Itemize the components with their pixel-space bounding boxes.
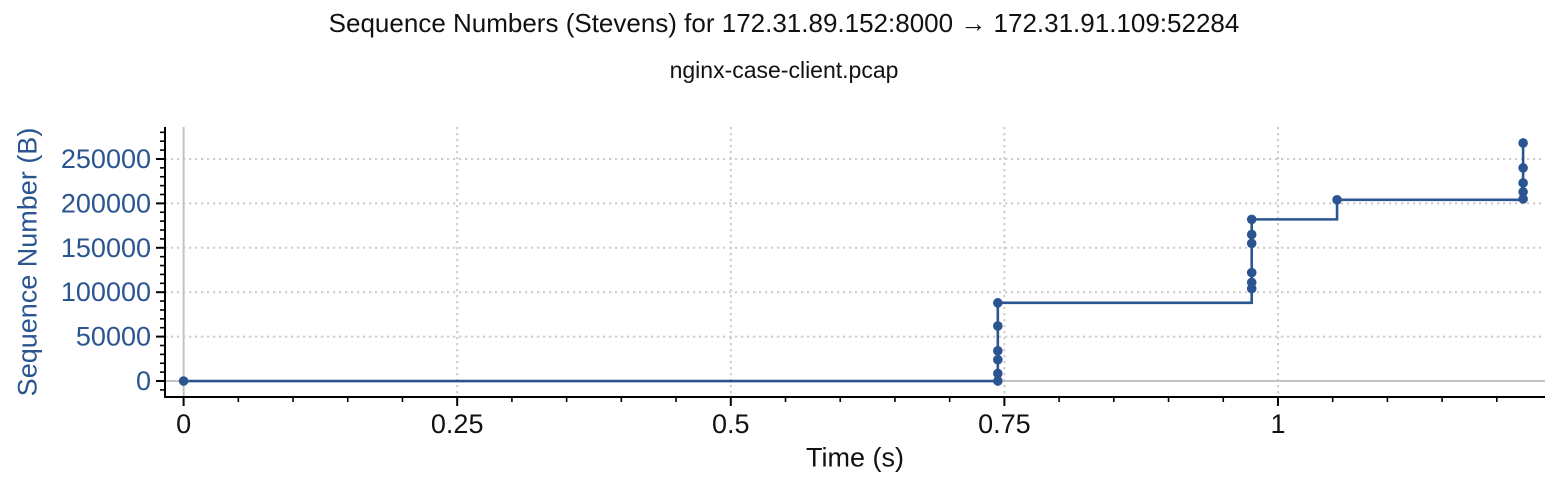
data-point[interactable] [993,376,1003,386]
series-line [183,142,1525,383]
y-tick-label: 250000 [61,144,151,174]
x-axis-title: Time (s) [806,442,904,473]
data-point[interactable] [1518,194,1528,204]
data-point[interactable] [178,376,189,386]
data-point[interactable] [1518,138,1528,148]
data-point[interactable] [993,354,1003,365]
chart-subtitle: nginx-case-client.pcap [669,57,899,83]
y-tick-label: 100000 [61,277,151,307]
data-point[interactable] [1246,238,1257,249]
x-tick-label: 0 [176,409,191,439]
x-tick-label: 0.75 [978,409,1031,439]
data-point[interactable] [993,298,1003,308]
x-tick-label: 1 [1270,409,1285,439]
data-point[interactable] [1332,195,1342,205]
x-tick-label: 0.25 [431,409,484,439]
y-tick-label: 50000 [76,322,151,352]
data-point[interactable] [1518,163,1528,173]
data-point[interactable] [1246,277,1257,288]
data-point[interactable] [993,321,1003,331]
x-tick-label: 0.5 [712,409,750,439]
data-point[interactable] [993,368,1003,379]
data-point[interactable] [1246,214,1257,225]
data-point[interactable] [1518,187,1528,197]
y-tick-label: 200000 [61,188,151,218]
y-tick-label: 150000 [61,233,151,263]
data-point[interactable] [1246,229,1257,240]
data-point[interactable] [993,346,1003,356]
chart-title: Sequence Numbers (Stevens) for 172.31.89… [328,8,1240,38]
y-tick-label: 0 [136,366,151,396]
data-point[interactable] [1246,267,1257,278]
data-point[interactable] [1518,178,1528,188]
